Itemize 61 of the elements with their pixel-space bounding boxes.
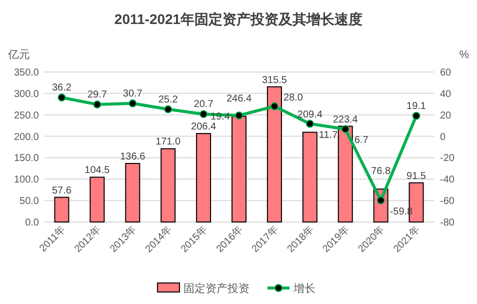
- y2-tick-label: 60: [440, 68, 452, 78]
- point: [128, 99, 137, 108]
- y-tick-label: 100.0: [14, 174, 40, 186]
- data-label: 57.6: [52, 185, 72, 196]
- data-label: 25.2: [158, 94, 178, 106]
- legend-label: 固定资产投资: [184, 282, 250, 295]
- y2-tick-label: -20: [440, 153, 455, 164]
- y2-axis-title: %: [459, 49, 470, 61]
- data-label: 29.7: [87, 89, 108, 100]
- data-label: 223.4: [332, 114, 358, 126]
- point: [412, 112, 420, 120]
- bar: [338, 126, 353, 222]
- y-tick-label: 300.0: [14, 88, 40, 100]
- point: [306, 120, 314, 128]
- y2-tick-label: -40: [440, 174, 455, 186]
- y-tick-label: 200.0: [14, 132, 40, 143]
- data-label: 6.7: [354, 135, 369, 146]
- point: [270, 102, 278, 110]
- data-label: 30.7: [122, 88, 143, 100]
- bar: [232, 116, 246, 222]
- bar: [160, 148, 176, 222]
- bar: [196, 133, 212, 222]
- y-tick-label: 150.0: [14, 153, 40, 164]
- point: [341, 125, 350, 134]
- point: [376, 196, 385, 204]
- y-axis-title: 亿元: [7, 49, 30, 61]
- data-label: 19.1: [406, 100, 426, 112]
- y2-tick-label: -60: [440, 196, 455, 208]
- y2-tick-label: 20: [440, 110, 452, 122]
- bar: [302, 132, 318, 222]
- bar: [125, 162, 140, 222]
- bar: [90, 176, 105, 222]
- point: [200, 110, 208, 118]
- data-label: 315.5: [262, 74, 288, 86]
- y-tick-label: 350.0: [14, 68, 40, 78]
- data-label: 209.4: [297, 109, 323, 120]
- y-tick-label: 250.0: [14, 110, 40, 122]
- data-label: 171.0: [156, 136, 182, 148]
- point: [58, 94, 66, 102]
- y2-tick-label: -80: [440, 218, 455, 228]
- bar: [266, 86, 282, 222]
- data-label: 104.5: [84, 165, 110, 176]
- data-label: 20.7: [194, 99, 214, 110]
- point: [164, 105, 172, 114]
- data-label: 91.5: [406, 170, 426, 182]
- data-label: 76.8: [371, 166, 391, 178]
- data-label: 28.0: [283, 92, 304, 104]
- data-label: 246.4: [226, 93, 252, 104]
- data-label: 11.7: [318, 130, 338, 141]
- legend-label: 增长: [292, 282, 316, 295]
- y2-tick-label: 40: [440, 88, 452, 100]
- point: [235, 112, 243, 120]
- y-tick-label: 0.0: [25, 218, 40, 228]
- y2-tick-label: 0: [440, 132, 446, 143]
- point: [93, 100, 102, 108]
- chart-title: 2011-2021年固定资产投资及其增长速度: [114, 11, 363, 27]
- bar: [54, 196, 70, 222]
- data-label: 136.6: [120, 151, 146, 162]
- y-tick-label: 50.0: [20, 196, 40, 208]
- data-label: 36.2: [52, 82, 72, 94]
- data-label: 206.4: [191, 122, 216, 133]
